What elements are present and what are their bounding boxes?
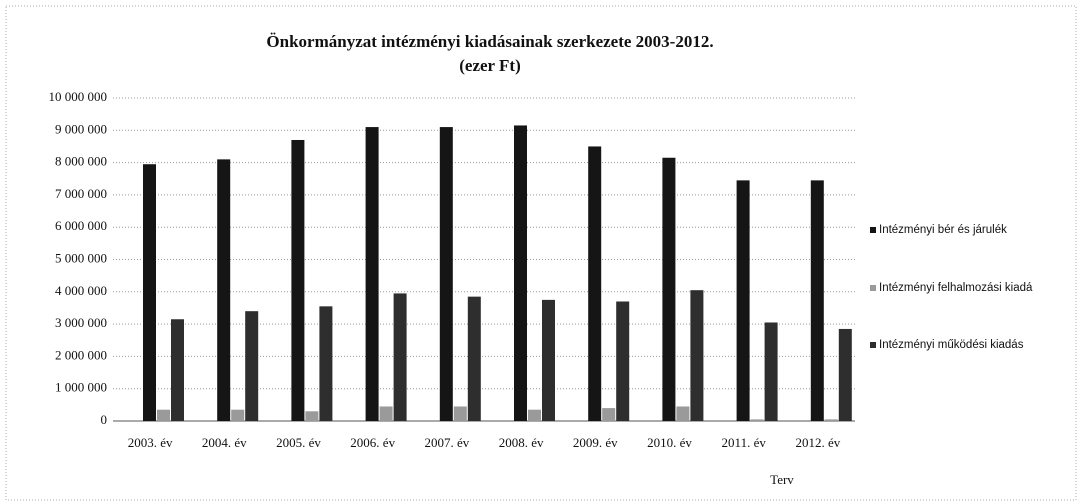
bar bbox=[764, 322, 778, 421]
legend-label: Intézményi bér és járulék bbox=[879, 224, 1007, 236]
y-tick-label: 7 000 000 bbox=[55, 186, 107, 201]
legend-swatch bbox=[870, 285, 876, 291]
bar bbox=[365, 127, 379, 421]
chart-subtitle: (ezer Ft) bbox=[459, 56, 521, 75]
x-tick-label: 2008. év bbox=[499, 435, 544, 450]
bar bbox=[393, 293, 407, 421]
bar bbox=[676, 406, 690, 421]
x-tick-label: 2009. év bbox=[573, 435, 618, 450]
legend-swatch bbox=[870, 227, 876, 233]
bar bbox=[514, 125, 527, 421]
y-tick-label: 1 000 000 bbox=[55, 380, 107, 395]
y-tick-label: 10 000 000 bbox=[49, 89, 108, 104]
bar bbox=[528, 409, 541, 421]
annotation: Terv bbox=[770, 472, 794, 487]
bar bbox=[217, 159, 231, 421]
x-tick-label: 2003. év bbox=[128, 435, 173, 450]
y-tick-label: 9 000 000 bbox=[55, 121, 107, 136]
bar bbox=[542, 299, 555, 421]
bar bbox=[291, 139, 305, 422]
bar bbox=[305, 411, 319, 421]
y-tick-label: 3 000 000 bbox=[55, 315, 107, 330]
bar bbox=[690, 290, 704, 421]
bar bbox=[143, 164, 156, 421]
bar bbox=[319, 306, 333, 421]
bar bbox=[439, 127, 453, 421]
bar bbox=[231, 409, 245, 421]
y-tick-label: 5 000 000 bbox=[55, 250, 107, 265]
y-tick-label: 0 bbox=[101, 412, 108, 427]
legend-swatch bbox=[870, 342, 876, 348]
legend-label: Intézményi felhalmozási kiadá bbox=[879, 282, 1033, 294]
y-tick-label: 8 000 000 bbox=[55, 154, 107, 169]
x-tick-label: 2012. év bbox=[796, 435, 841, 450]
bar bbox=[616, 301, 630, 421]
y-tick-label: 2 000 000 bbox=[55, 347, 107, 362]
bar bbox=[379, 406, 393, 421]
bar bbox=[157, 409, 170, 421]
bar bbox=[810, 180, 824, 421]
x-tick-label: 2004. év bbox=[202, 435, 247, 450]
bar bbox=[838, 328, 852, 421]
frame bbox=[5, 5, 1077, 501]
x-tick-label: 2007. év bbox=[425, 435, 470, 450]
x-tick-label: 2005. év bbox=[276, 435, 321, 450]
bar bbox=[245, 311, 259, 421]
bar bbox=[824, 419, 838, 421]
legend-label: Intézményi működési kiadás bbox=[879, 339, 1024, 351]
bar bbox=[736, 180, 750, 421]
y-tick-label: 6 000 000 bbox=[55, 218, 107, 233]
bar bbox=[588, 146, 602, 421]
bar bbox=[467, 296, 481, 421]
x-tick-label: 2011. év bbox=[722, 435, 767, 450]
bar bbox=[750, 419, 764, 421]
bar bbox=[171, 319, 184, 421]
bar bbox=[453, 406, 467, 421]
x-tick-label: 2006. év bbox=[350, 435, 395, 450]
y-tick-label: 4 000 000 bbox=[55, 283, 107, 298]
x-tick-label: 2010. év bbox=[647, 435, 692, 450]
bar bbox=[602, 408, 616, 421]
chart-title: Önkormányzat intézményi kiadásainak szer… bbox=[266, 32, 713, 51]
bar bbox=[662, 157, 676, 421]
